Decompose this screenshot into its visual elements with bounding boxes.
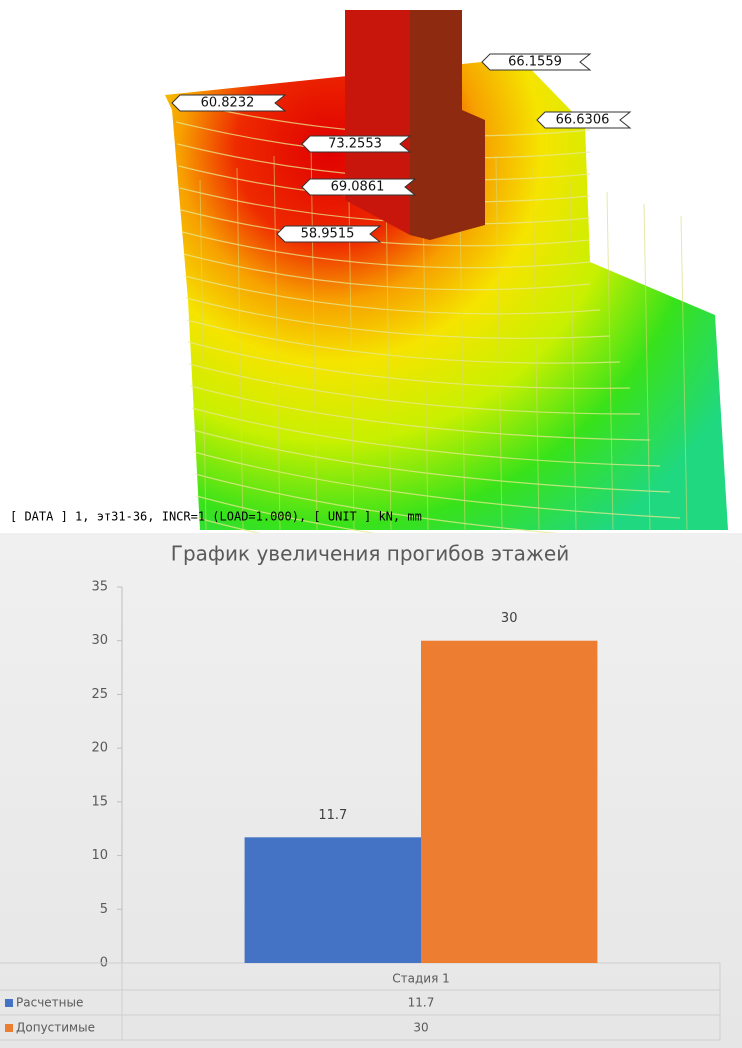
x-tick-label: Стадия 1 [392,972,450,986]
model-view: 66.1559 60.8232 66.6306 73.2553 69.0861 58.95… [10,10,728,596]
callout-label: 73.2553 [328,137,382,152]
chart-title: График увеличения прогибов этажей [171,542,569,566]
callout-label: 60.8232 [201,96,255,111]
y-tick-label: 25 [91,687,108,702]
model-caption: [ DATA ] 1, эт31-36, INCR=1 (LOAD=1.000)… [10,510,422,524]
chart-background [0,533,742,1048]
bar [421,641,597,963]
data-label: 11.7 [318,808,347,823]
legend-label: Допустимые [16,1021,95,1035]
core-side [410,10,485,240]
chart: График увеличения прогибов этажей 051015… [0,533,742,1048]
callout-label: 66.6306 [556,113,610,128]
legend-swatch [5,999,13,1007]
core-front [345,10,410,235]
data-label: 30 [501,611,518,626]
y-tick-label: 30 [91,633,108,648]
y-tick-label: 35 [91,580,108,595]
callout-label: 58.9515 [301,227,355,242]
screen: 66.1559 60.8232 66.6306 73.2553 69.0861 58.95… [0,0,742,1048]
legend-label: Расчетные [16,996,83,1010]
y-tick-label: 15 [91,794,108,809]
bar [245,837,421,963]
callout-label: 66.1559 [508,55,562,70]
page: 66.1559 60.8232 66.6306 73.2553 69.0861 58.95… [0,0,742,1048]
table-value: 11.7 [408,996,435,1010]
table-value: 30 [413,1021,428,1035]
y-tick-label: 5 [100,902,108,917]
callout-label: 69.0861 [331,180,385,195]
legend-swatch [5,1024,13,1032]
y-tick-label: 10 [91,848,108,863]
y-tick-label: 20 [91,741,108,756]
